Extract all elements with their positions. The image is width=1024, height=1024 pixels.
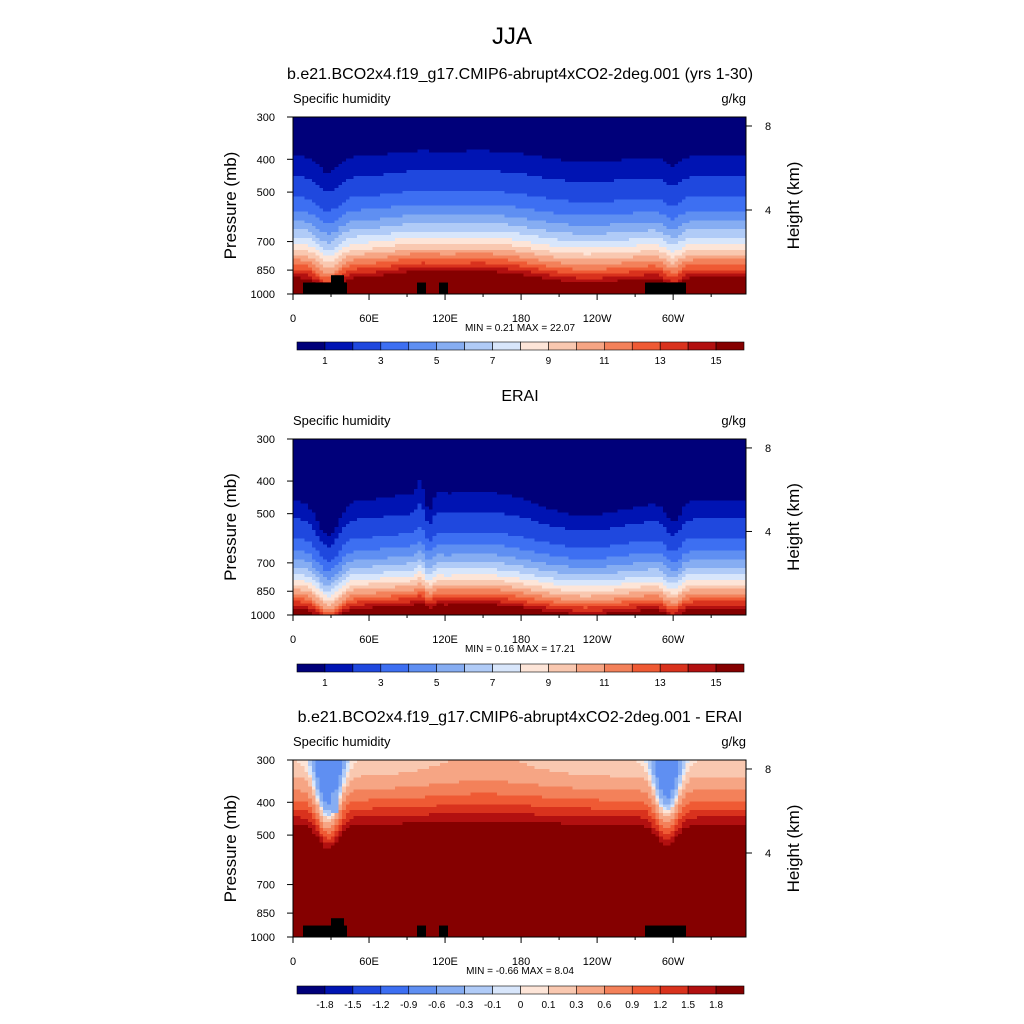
figure: JJA b.e21.BCO2x4.f19_g17.CMIP6-abrupt4xC…: [0, 0, 1024, 1024]
units-label: g/kg: [721, 91, 746, 106]
panel-1: b.e21.BCO2x4.f19_g17.CMIP6-abrupt4xCO2-2…: [221, 66, 803, 367]
panel-title: b.e21.BCO2x4.f19_g17.CMIP6-abrupt4xCO2-2…: [287, 66, 753, 83]
variable-label: Specific humidity: [293, 91, 391, 106]
field-cells: [293, 117, 747, 295]
main-title: JJA: [492, 23, 532, 50]
